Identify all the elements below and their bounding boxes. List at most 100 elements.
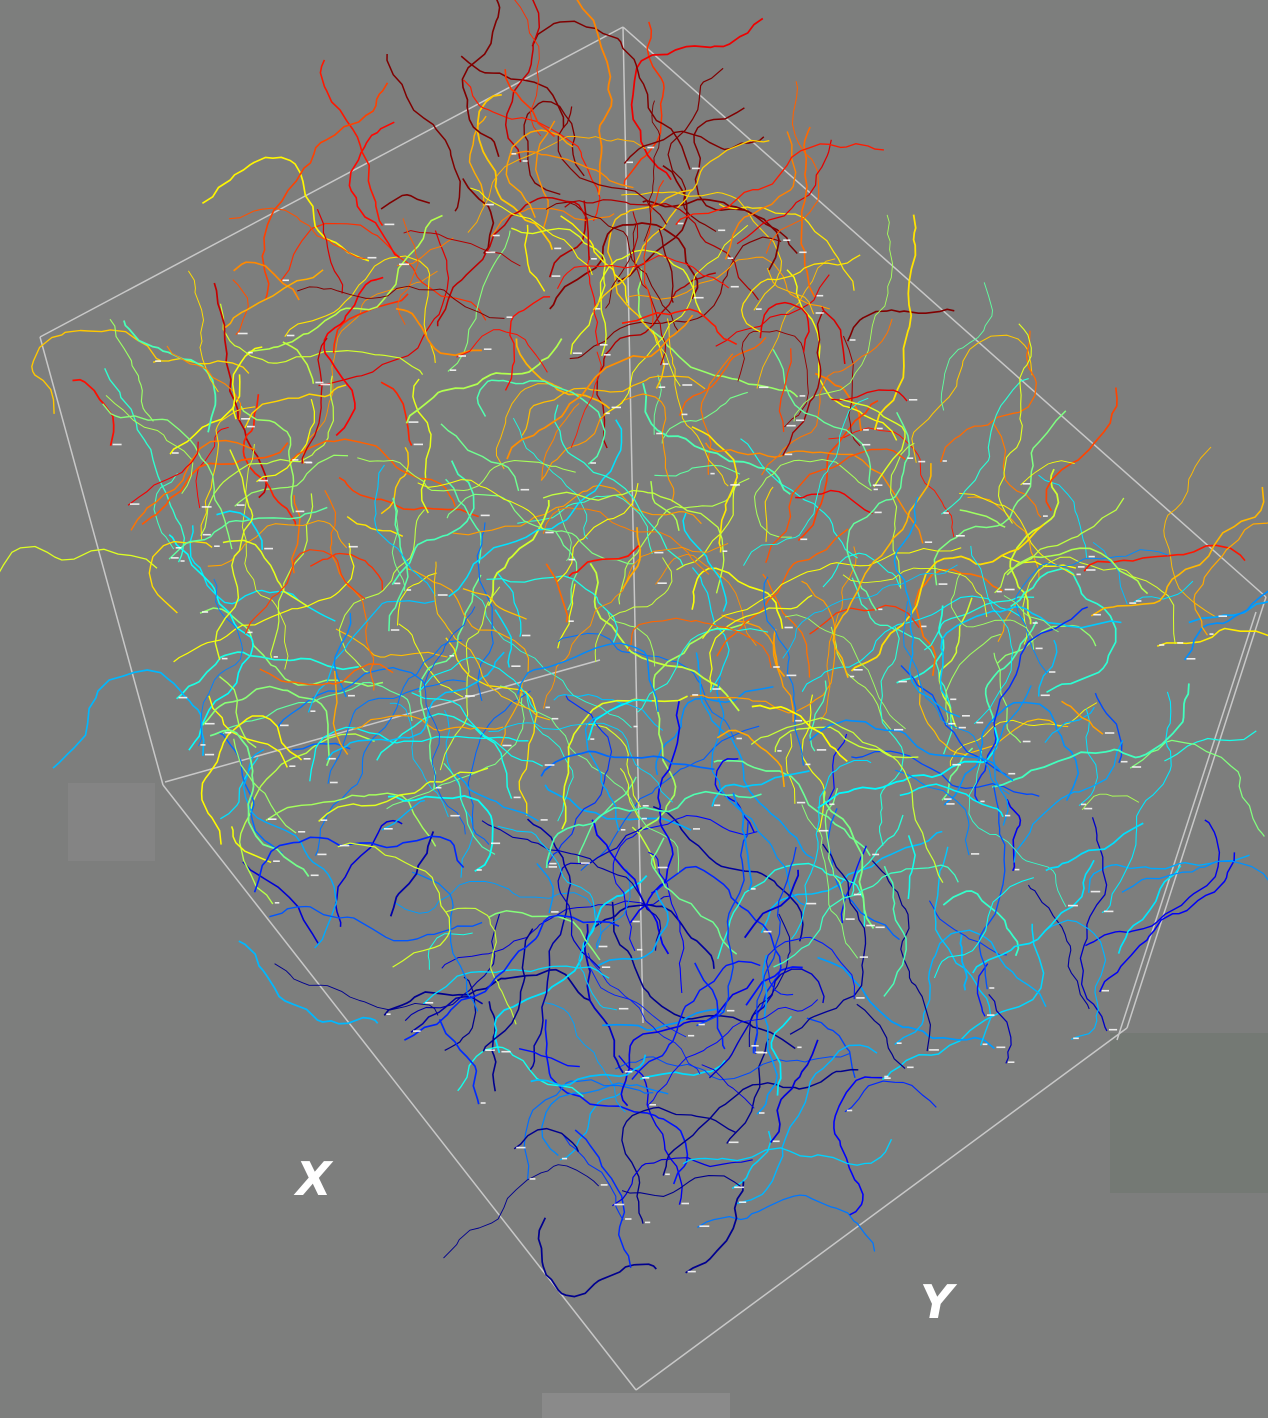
track-path	[1010, 567, 1117, 694]
track-id-marker	[873, 488, 878, 491]
track-path	[993, 652, 1022, 744]
track-path	[696, 821, 749, 1027]
track-path	[832, 463, 932, 678]
track-id-marker	[872, 484, 883, 486]
track-id-marker	[657, 866, 668, 869]
track-path	[756, 258, 836, 389]
track-id-marker	[665, 1173, 670, 1176]
track-path	[941, 378, 1029, 515]
track-path	[759, 301, 810, 353]
track-path	[650, 481, 680, 531]
track-id-marker	[315, 381, 324, 384]
track-id-marker	[549, 862, 557, 865]
track-id-marker	[292, 459, 299, 461]
track-path	[376, 713, 513, 799]
track-id-marker	[1084, 807, 1093, 810]
track-id-marker	[955, 535, 965, 537]
track-id-marker	[449, 655, 455, 657]
track-id-marker	[413, 443, 423, 446]
track-id-marker	[548, 866, 557, 868]
track-id-marker	[1035, 647, 1043, 650]
track-path	[602, 1008, 726, 1031]
track-path	[544, 1002, 626, 1113]
track-id-marker	[1076, 573, 1081, 576]
track-path	[1163, 446, 1217, 618]
track-path	[642, 382, 791, 495]
track-path	[242, 861, 319, 945]
track-path	[764, 486, 774, 542]
track-id-marker	[796, 801, 806, 804]
track-id-marker	[662, 363, 669, 365]
track-path	[201, 156, 370, 262]
track-path	[461, 0, 501, 158]
track-path	[655, 553, 757, 646]
track-id-marker	[799, 395, 806, 397]
track-path	[213, 282, 267, 499]
track-path	[992, 683, 1190, 788]
track-path	[446, 493, 635, 565]
particle-tracks	[0, 0, 1268, 1298]
track-path	[594, 557, 673, 662]
track-path	[939, 330, 1037, 463]
track-id-marker	[642, 805, 649, 807]
track-path	[388, 497, 409, 632]
track-path	[168, 534, 254, 751]
track-path	[214, 449, 254, 660]
track-path	[240, 405, 295, 513]
track-path	[1022, 556, 1176, 645]
track-path	[662, 1068, 859, 1176]
track-id-marker	[944, 798, 952, 800]
track-id-marker	[394, 582, 401, 585]
track-path	[560, 215, 629, 304]
track-id-marker	[1022, 483, 1031, 485]
track-id-marker	[658, 386, 666, 388]
track-id-marker	[273, 860, 280, 862]
track-id-marker	[568, 558, 576, 561]
track-id-marker	[726, 1009, 735, 1012]
track-path	[391, 498, 406, 592]
track-id-marker	[320, 819, 328, 821]
track-path	[793, 214, 894, 422]
track-path	[911, 334, 1033, 463]
track-path	[554, 404, 684, 566]
track-id-marker	[976, 721, 984, 724]
track-path	[543, 542, 729, 709]
track-id-marker	[755, 1051, 764, 1053]
track-id-marker	[751, 1045, 759, 1047]
track-path	[200, 715, 303, 845]
track-path	[280, 222, 487, 321]
track-id-marker	[598, 945, 608, 948]
bbox-edge	[164, 659, 601, 783]
track-path	[540, 750, 715, 777]
track-path	[716, 528, 849, 657]
track-path	[972, 859, 1095, 974]
track-id-marker	[929, 1049, 939, 1051]
track-path	[224, 269, 324, 329]
track-path	[524, 224, 546, 292]
track-id-marker	[620, 829, 626, 831]
track-path	[302, 270, 438, 464]
track-path	[422, 965, 610, 1005]
track-path	[814, 372, 862, 432]
track-path	[335, 628, 448, 658]
track-path	[630, 17, 764, 181]
track-path	[222, 681, 413, 735]
track-path	[711, 676, 805, 906]
track-path	[1003, 595, 1059, 633]
track-id-marker	[625, 1070, 633, 1073]
bbox-edge	[162, 784, 637, 1391]
track-id-marker	[1104, 732, 1115, 734]
track-path	[231, 346, 263, 420]
track-path	[141, 442, 289, 525]
track-path	[879, 627, 905, 846]
track-path	[504, 69, 556, 138]
track-path	[488, 722, 674, 803]
track-id-marker	[971, 853, 980, 855]
track-id-marker	[728, 1141, 739, 1144]
bbox-edge	[622, 26, 1267, 598]
track-path	[470, 187, 593, 276]
track-path	[348, 121, 400, 258]
track-path	[713, 759, 871, 857]
